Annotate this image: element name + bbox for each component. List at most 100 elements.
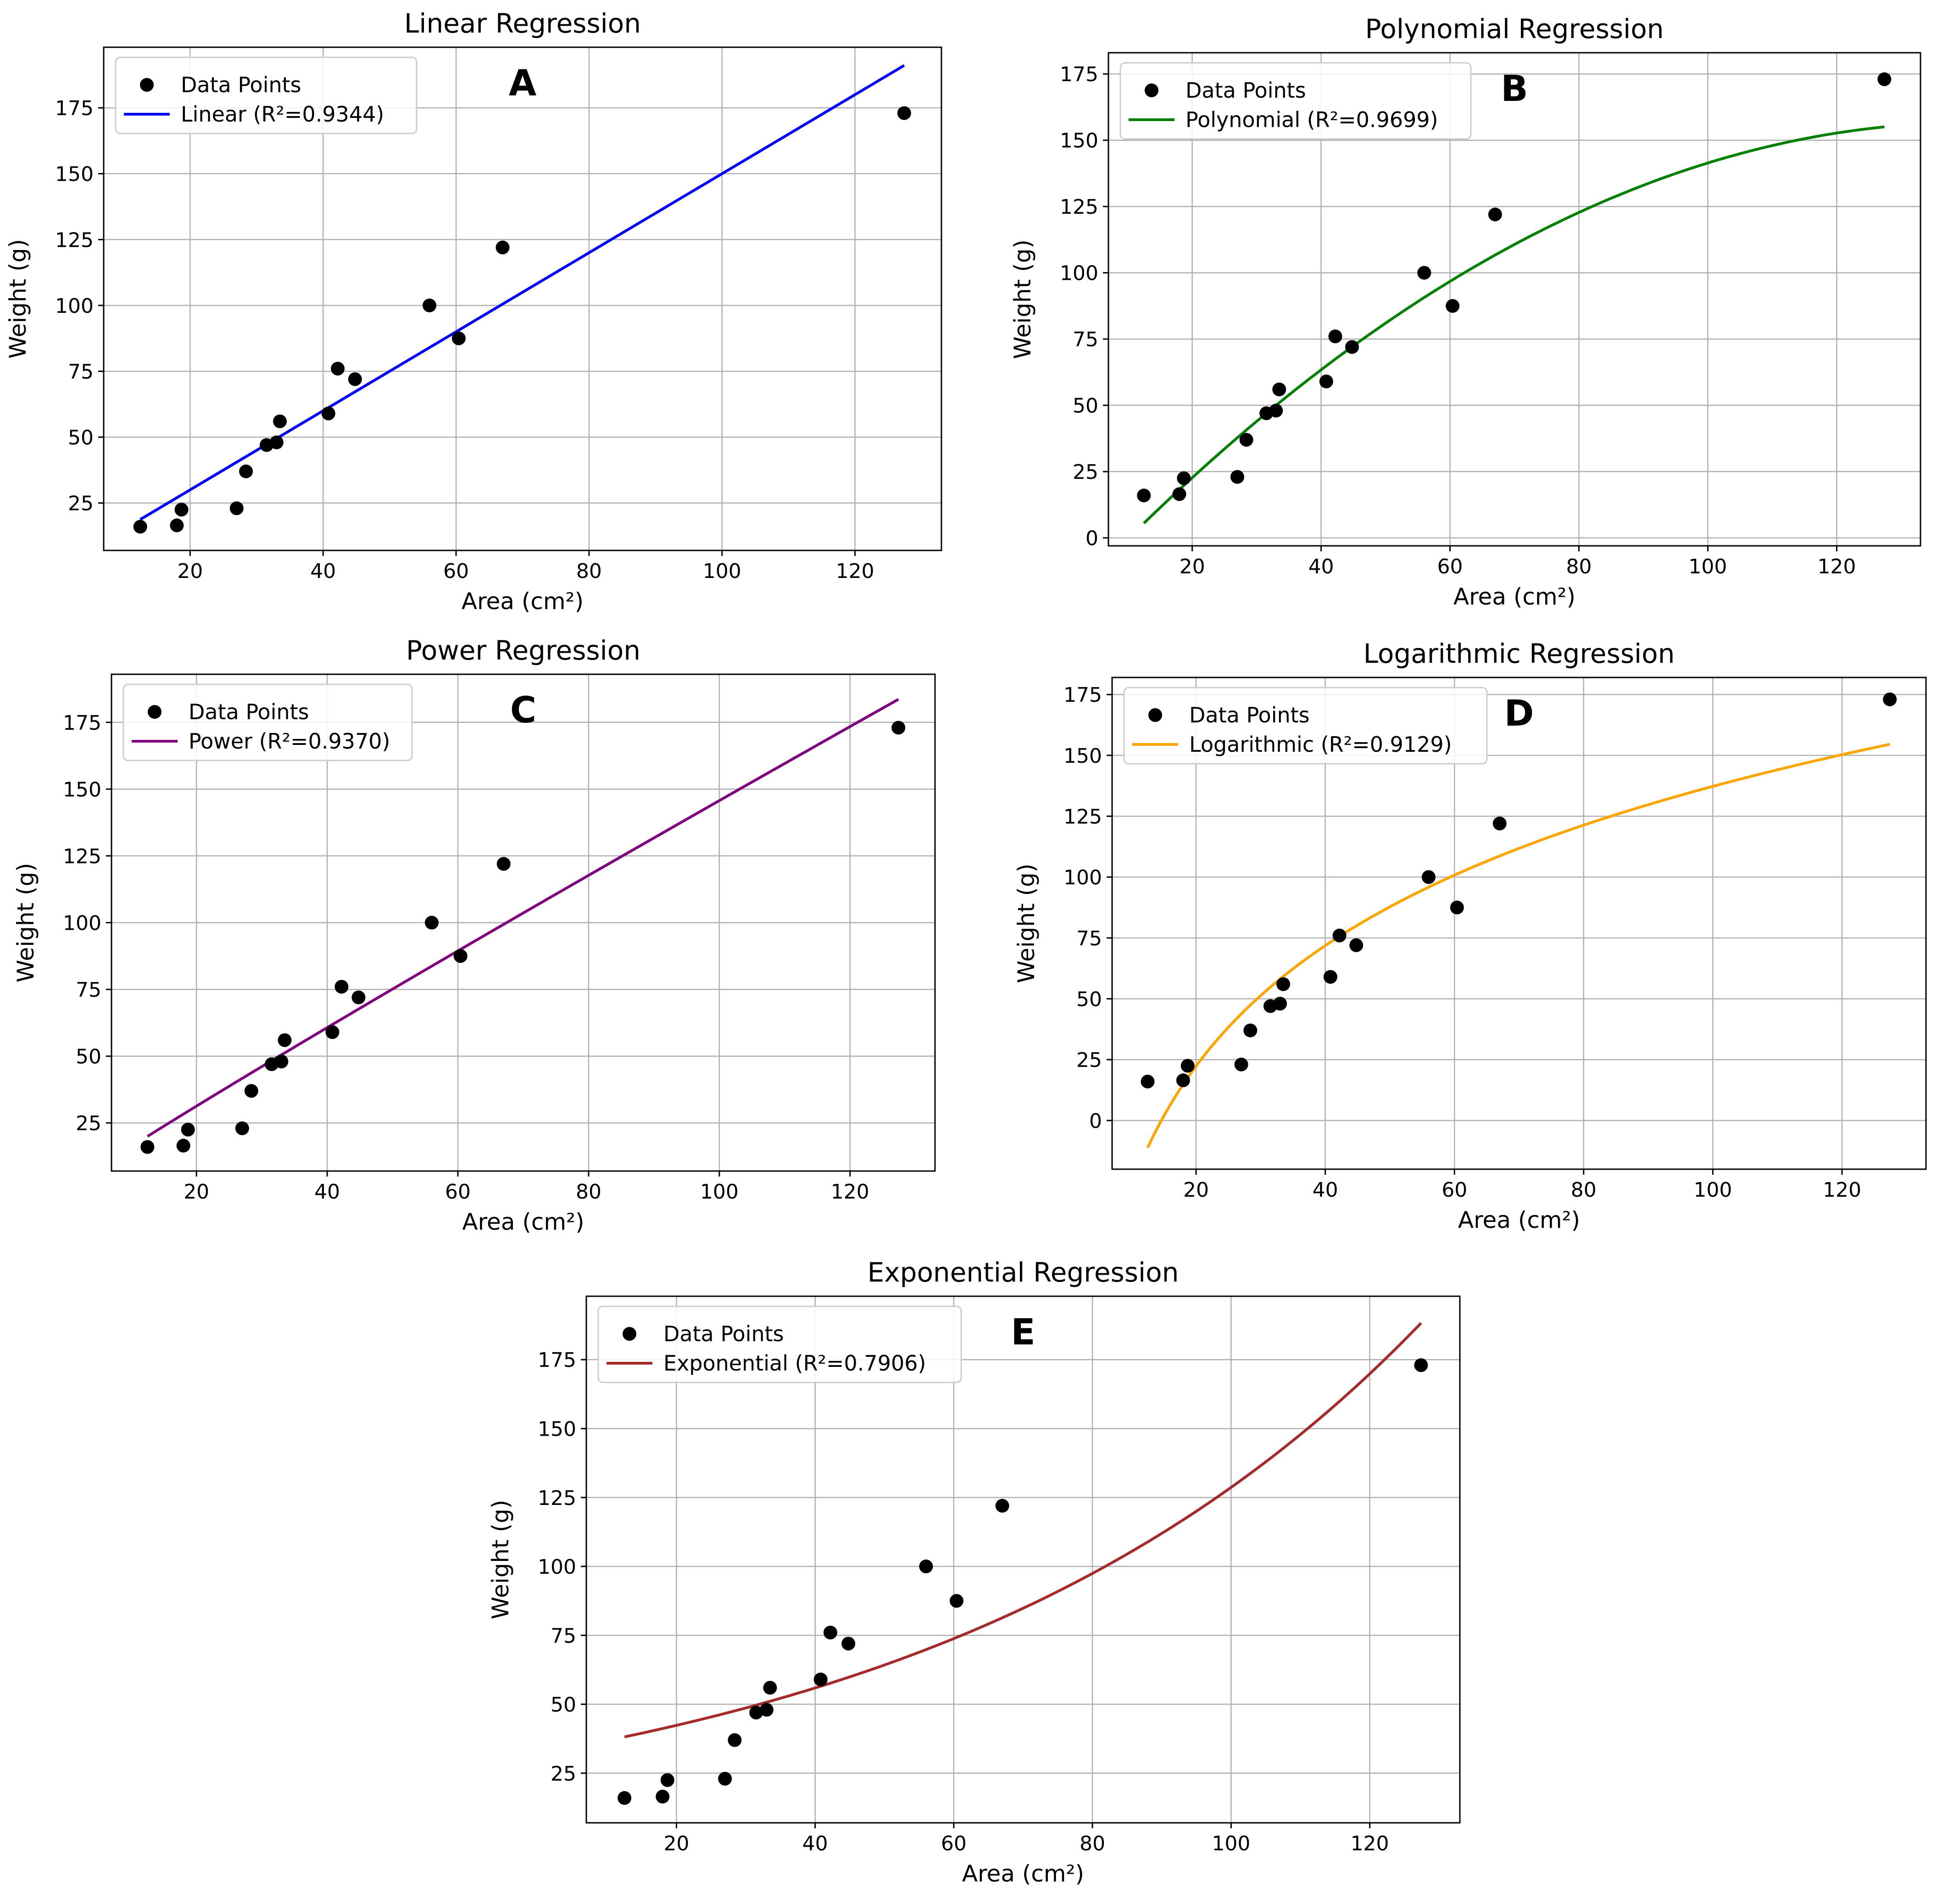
panel-d: 20 40 60 80 100 120 0 25 50 75 100 125 150 175 Logarit… [1013,638,1927,1233]
data-point [140,1140,155,1154]
data-point [273,414,287,428]
panel-b: 20 40 60 80 100 120 0 25 50 75 100 125 150 175 Polynom… [1009,13,1921,610]
y-axis-label: Weight (g) [12,863,39,983]
data-point [1141,1074,1155,1088]
legend-marker-points [140,78,154,92]
legend: Data Points Exponential (R²=0.7906) [597,1305,962,1383]
data-point [1230,470,1244,484]
x-tick-label: 100 [1693,1178,1732,1202]
data-point [1414,1358,1428,1372]
y-tick-label: 0 [1089,1110,1102,1133]
y-tick-label: 150 [1063,744,1102,768]
axes-frame [1111,677,1927,1170]
legend-label-fit: Exponential (R²=0.7906) [663,1351,926,1376]
legend-label-points: Data Points [663,1321,784,1346]
data-point [728,1733,742,1747]
panel-title: Power Regression [406,635,640,666]
y-tick-label: 100 [1063,866,1102,889]
y-axis-label: Weight (g) [1009,239,1036,359]
y-tick-label: 75 [551,1624,576,1648]
data-point [1319,374,1333,389]
data-point [1883,692,1897,706]
data-point [229,501,244,516]
x-tick-label: 80 [1080,1832,1105,1855]
plot-content [1141,692,1897,1149]
data-point [1273,997,1287,1011]
y-tick-label: 150 [1060,129,1098,153]
y-tick-label: 75 [1073,328,1098,351]
x-tick-label: 20 [1180,555,1205,578]
legend-label-fit: Logarithmic (R²=0.9129) [1189,732,1452,757]
x-tick-label: 40 [802,1832,828,1855]
plot-content [618,1322,1428,1805]
x-tick-label: 120 [836,560,874,583]
data-point [919,1560,933,1574]
legend-marker-points [1148,708,1162,722]
y-tick-label: 25 [76,1112,101,1135]
y-tick-label: 25 [68,492,94,516]
data-point [1492,816,1507,831]
x-tick-label: 120 [1351,1832,1389,1855]
y-tick-label: 125 [63,845,101,868]
data-point [656,1789,670,1804]
data-point [1176,1073,1190,1088]
data-point [1243,1023,1258,1038]
x-tick-label: 60 [445,1180,471,1204]
data-point [239,464,253,478]
fit-line [1146,743,1890,1149]
y-axis-label: Weight (g) [5,239,31,359]
legend-marker-points [623,1327,636,1341]
data-point [321,406,335,421]
y-tick-label: 175 [55,97,94,120]
y-tick-label: 100 [55,294,94,318]
y-tick-label: 150 [55,163,94,186]
x-tick-label: 40 [314,1180,340,1204]
x-tick-label: 60 [1437,555,1463,578]
data-point [235,1121,249,1135]
data-point [351,990,366,1005]
y-tick-label: 0 [1085,527,1098,550]
y-tick-label: 25 [1073,461,1098,484]
panel-title: Exponential Regression [868,1257,1179,1288]
data-point [1269,404,1283,418]
legend-box [597,1305,962,1383]
panel-a: 20 40 60 80 100 120 25 50 75 100 125 150 175 Linear R… [5,8,942,615]
y-tick-label: 175 [1063,683,1102,707]
fit-line [624,1322,1422,1738]
x-axis-label: Area (cm²) [1458,1207,1580,1233]
x-tick-label: 60 [443,560,469,583]
data-point [813,1672,828,1687]
data-point [495,240,510,255]
data-point [453,949,468,963]
panel-letter: D [1504,693,1534,734]
legend-label-points: Data Points [1186,78,1306,103]
x-axis-label: Area (cm²) [962,1860,1084,1887]
legend-label-fit: Polynomial (R²=0.9699) [1186,107,1438,132]
plot-content [1137,72,1892,524]
y-tick-label: 175 [63,711,101,735]
y-tick-label: 125 [55,228,94,252]
x-tick-label: 40 [310,560,336,583]
y-tick-label: 175 [1060,63,1098,86]
y-tick-label: 50 [76,1045,101,1069]
data-point [133,520,147,534]
panel-letter: B [1501,68,1528,110]
x-tick-label: 20 [663,1832,689,1855]
data-point [496,857,511,871]
panel-letter: C [510,690,536,731]
x-tick-label: 120 [1823,1178,1861,1202]
y-tick-label: 25 [551,1762,576,1786]
legend-box [1123,687,1488,765]
legend: Data Points Power (R²=0.9370) [122,683,413,761]
x-tick-label: 80 [576,1180,601,1204]
x-axis-label: Area (cm²) [462,588,584,615]
data-point [618,1791,632,1805]
data-point [1137,488,1151,503]
data-point [763,1681,777,1695]
data-point [1177,471,1191,485]
y-tick-label: 75 [1076,927,1102,950]
x-tick-label: 120 [831,1180,869,1204]
data-point [1172,487,1186,501]
data-point [718,1771,732,1786]
